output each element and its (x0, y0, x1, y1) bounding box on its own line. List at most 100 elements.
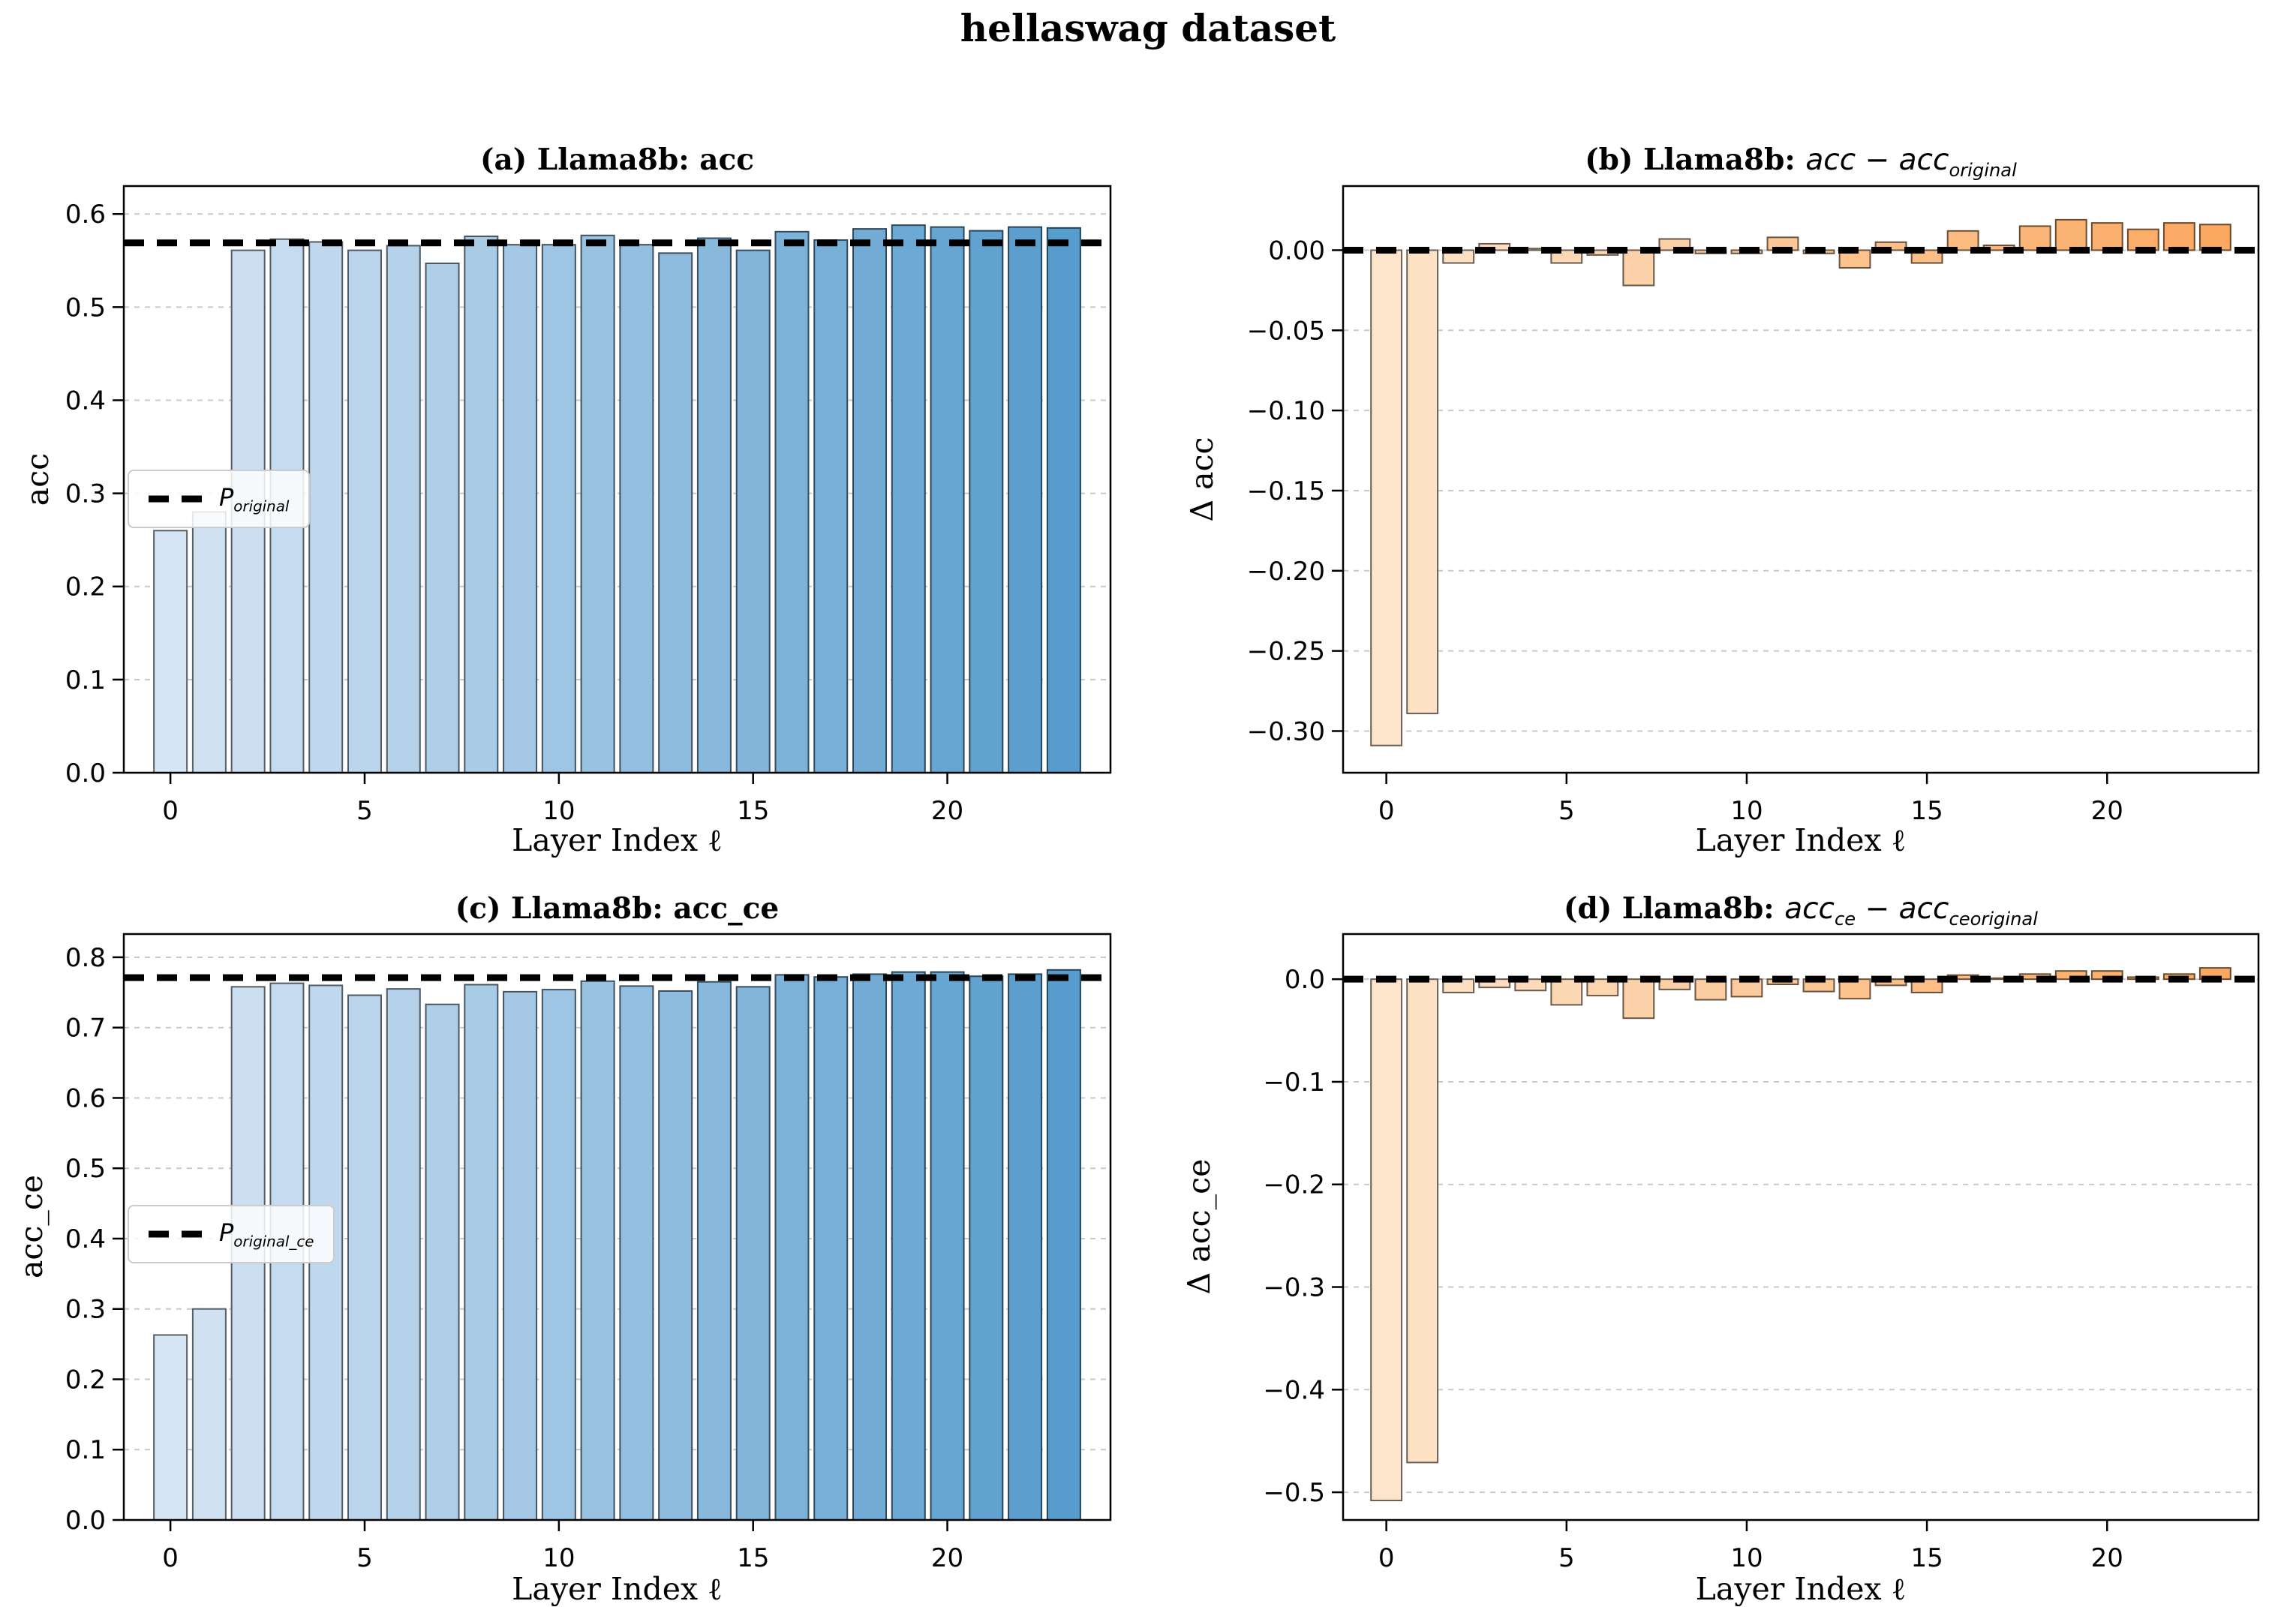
y-tick-label: −0.25 (1247, 637, 1325, 667)
panel-d-title: (d) Llama8b: accce − accceoriginal (1343, 891, 2258, 930)
panel-c-legend-label: Poriginal_ce (219, 1218, 314, 1251)
x-tick-label: 10 (542, 1543, 575, 1573)
bar (1008, 226, 1043, 774)
bar (1550, 978, 1583, 1006)
bar (852, 228, 888, 774)
bar (2198, 224, 2231, 251)
panel-b-xlabel: Layer Index ℓ (1695, 822, 1907, 858)
y-tick-label: 0.4 (65, 1224, 106, 1254)
bar (153, 1334, 188, 1521)
bar (891, 971, 926, 1521)
panel-b-title-prefix: (b) Llama8b: (1585, 143, 1806, 177)
panel-a-xlabel: Layer Index ℓ (512, 822, 723, 858)
bar (153, 530, 188, 773)
y-tick-label: 0.0 (65, 758, 106, 788)
panel-c-plot: 0.0 0.1 0.2 0.3 0.4 0.5 0.6 0.7 0.8 0 5 10 15 20 (65, 933, 1112, 1573)
x-tick-label: 20 (931, 796, 963, 826)
y-tick-label: 0.5 (65, 293, 106, 323)
panel-a-ylabel: acc (20, 452, 56, 506)
x-tick-label: 15 (1910, 796, 1943, 826)
bar (696, 981, 732, 1521)
y-tick-label: 0.8 (65, 943, 106, 973)
x-tick-label: 10 (542, 796, 575, 826)
bar (1586, 978, 1619, 997)
bar (386, 988, 421, 1521)
bar (891, 224, 926, 773)
panel-a-legend: Poriginal (128, 470, 311, 529)
y-tick-label: 0.0 (1285, 965, 1325, 995)
x-tick-label: 0 (1378, 796, 1395, 826)
bar (969, 975, 1004, 1521)
bar (425, 1003, 460, 1521)
x-tick-label: 0 (162, 796, 179, 826)
bar (347, 994, 382, 1521)
bar (1622, 978, 1655, 1020)
y-tick-label: −0.1 (1263, 1068, 1325, 1098)
axes-border (122, 185, 1112, 774)
axes-border (1342, 185, 2260, 774)
panel-a-title: (a) Llama8b: acc (124, 143, 1110, 177)
bar (735, 249, 771, 773)
y-tick-label: −0.5 (1263, 1478, 1325, 1508)
x-tick-label: 20 (2091, 1543, 2123, 1573)
bar (541, 989, 576, 1521)
y-tick-label: −0.4 (1263, 1375, 1325, 1405)
x-tick-label: 5 (1558, 796, 1575, 826)
panel-c-title-prefix: (c) Llama8b: acc_ce (455, 891, 780, 926)
bar (1406, 978, 1439, 1464)
panel-c-xlabel: Layer Index ℓ (512, 1571, 723, 1607)
bar (2018, 225, 2051, 251)
y-tick-label: 0.2 (65, 1365, 106, 1395)
bar (386, 245, 421, 773)
bar (1370, 249, 1403, 746)
bar (658, 990, 693, 1521)
y-tick-label: −0.15 (1247, 476, 1325, 506)
bar (658, 252, 693, 774)
bar (580, 234, 615, 774)
axes-border (122, 933, 1112, 1521)
figure-suptitle: hellaswag dataset (960, 6, 1336, 50)
y-tick-label: 0.1 (65, 665, 106, 695)
x-tick-label: 15 (1910, 1543, 1943, 1573)
y-tick-label: 0.0 (65, 1506, 106, 1536)
y-tick-label: −0.05 (1247, 316, 1325, 346)
y-tick-label: −0.2 (1263, 1170, 1325, 1200)
x-tick-label: 10 (1730, 796, 1763, 826)
bar (813, 239, 849, 773)
panel-b-title-math: acc − accoriginal (1805, 143, 2017, 181)
axes-border (1342, 933, 2260, 1521)
bar (464, 984, 499, 1521)
x-tick-label: 20 (2091, 796, 2123, 826)
bar (1008, 973, 1043, 1521)
y-tick-label: 0.5 (65, 1154, 106, 1184)
panel-a-title-prefix: (a) Llama8b: acc (480, 143, 754, 177)
panel-c-title: (c) Llama8b: acc_ce (124, 891, 1110, 926)
bar (1046, 969, 1081, 1521)
bar (503, 990, 538, 1521)
y-tick-label: 0.7 (65, 1014, 106, 1044)
bar (580, 980, 615, 1521)
bar (503, 244, 538, 773)
panel-d-ylabel: Δ acc_ce (1181, 1158, 1217, 1295)
bar (696, 237, 732, 773)
y-tick-label: 0.4 (65, 386, 106, 416)
panel-a-legend-label: Poriginal (219, 483, 290, 515)
panel-b-plot: 0.00 −0.05 −0.10 −0.15 −0.20 −0.25 −0.30 0 5 10 15… (1247, 185, 2260, 826)
bar (774, 230, 810, 774)
bar (1622, 249, 1655, 287)
bar (852, 973, 888, 1521)
y-tick-label: −0.3 (1263, 1273, 1325, 1303)
x-tick-label: 0 (162, 1543, 179, 1573)
y-tick-label: 0.00 (1268, 236, 1325, 266)
x-tick-label: 0 (1378, 1543, 1395, 1573)
y-tick-label: −0.10 (1247, 396, 1325, 426)
bar (191, 511, 227, 773)
y-tick-label: 0.2 (65, 572, 106, 602)
panel-d-plot: 0.0 −0.1 −0.2 −0.3 −0.4 −0.5 0 5 10 15 20 (1263, 933, 2260, 1573)
x-tick-label: 5 (1558, 1543, 1575, 1573)
y-tick-label: −0.30 (1247, 716, 1325, 746)
bar (619, 985, 654, 1521)
legend-dash-sample (149, 1230, 204, 1238)
bar (969, 230, 1004, 774)
bar (2126, 228, 2159, 251)
